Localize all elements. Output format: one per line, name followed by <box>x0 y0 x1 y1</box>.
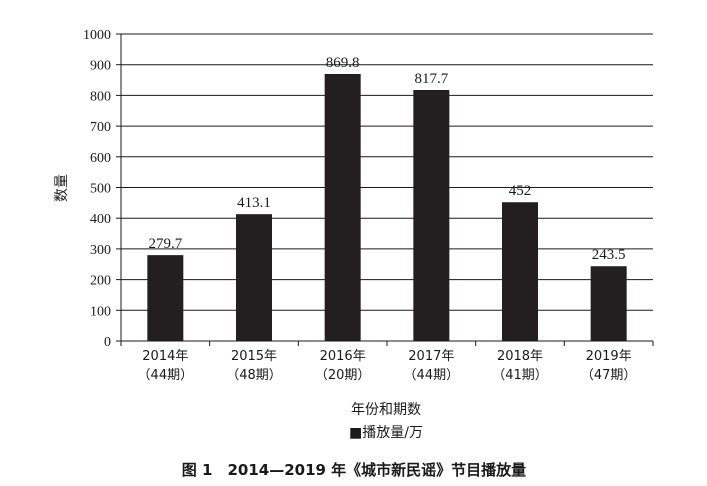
y-tick-label: 400 <box>90 212 111 227</box>
x-tick-sublabel: （41期） <box>492 368 548 383</box>
x-tick-sublabel: （48期） <box>226 368 282 383</box>
y-axis-title: 数量 <box>54 174 70 202</box>
bars <box>147 73 627 342</box>
y-tick-label: 700 <box>90 120 111 135</box>
x-tick-sublabel: （47期） <box>581 368 637 383</box>
x-tick-label: 2015年 <box>231 349 277 364</box>
legend: ■播放量/万 <box>349 425 423 441</box>
data-label: 243.5 <box>592 247 626 263</box>
bar <box>147 255 184 341</box>
x-tick-label: 2014年 <box>142 349 188 364</box>
y-tick-label: 1000 <box>83 28 111 43</box>
gridlines <box>121 33 653 311</box>
figure-caption: 图 1 2014—2019 年《城市新民谣》节目播放量 <box>182 461 526 479</box>
x-tick-sublabel: （44期） <box>138 368 194 383</box>
x-tick-label: 2019年 <box>586 349 632 364</box>
y-tick-label: 900 <box>90 59 111 74</box>
x-axis-ticks: 2014年 （44期） 2015年 （48期） 2016年 （20期） 2017年 （44期）… <box>120 341 654 383</box>
y-tick-label: 300 <box>90 243 111 258</box>
y-tick-label: 0 <box>104 335 111 350</box>
x-axis-title: 年份和期数 <box>351 402 421 418</box>
x-tick-label: 2018年 <box>497 349 543 364</box>
x-tick-label: 2016年 <box>320 349 366 364</box>
data-label: 413.1 <box>237 195 271 211</box>
x-tick-sublabel: （20期） <box>315 368 371 383</box>
data-label: 869.8 <box>326 55 360 71</box>
bar <box>502 202 538 341</box>
data-labels: 279.7 413.1 869.8 817.7 452 243.5 <box>148 55 625 263</box>
y-tick-label: 600 <box>90 151 111 166</box>
bar <box>413 89 450 342</box>
x-tick-sublabel: （44期） <box>404 368 460 383</box>
y-axis-ticks: 0 100 200 300 400 500 600 700 800 900 1000 <box>83 28 121 350</box>
y-tick-label: 200 <box>90 274 111 289</box>
data-label: 452 <box>509 183 532 199</box>
data-label: 279.7 <box>148 236 182 252</box>
bar <box>324 73 361 341</box>
y-tick-label: 100 <box>90 304 111 319</box>
y-tick-label: 800 <box>90 89 111 104</box>
y-tick-label: 500 <box>90 182 111 197</box>
data-label: 817.7 <box>414 71 448 87</box>
bar <box>236 214 272 341</box>
bar <box>590 266 627 341</box>
x-tick-label: 2017年 <box>408 349 454 364</box>
